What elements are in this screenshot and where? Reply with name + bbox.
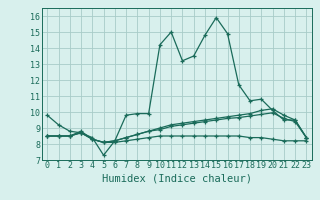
X-axis label: Humidex (Indice chaleur): Humidex (Indice chaleur)	[102, 173, 252, 183]
